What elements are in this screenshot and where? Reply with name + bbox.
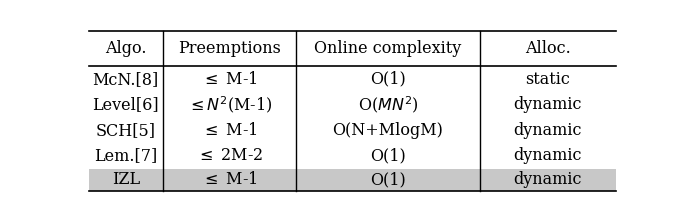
Text: Preemptions: Preemptions <box>178 40 281 57</box>
Text: dynamic: dynamic <box>513 122 582 139</box>
Text: O(1): O(1) <box>370 171 406 188</box>
Text: O(1): O(1) <box>370 71 406 88</box>
Text: $\leq$ M-1: $\leq$ M-1 <box>201 71 258 88</box>
Text: Alloc.: Alloc. <box>525 40 571 57</box>
Text: dynamic: dynamic <box>513 147 582 164</box>
Text: O($MN^2$): O($MN^2$) <box>358 94 418 115</box>
Text: $\leq$ M-1: $\leq$ M-1 <box>201 122 258 139</box>
Text: static: static <box>526 71 570 88</box>
Text: dynamic: dynamic <box>513 171 582 188</box>
Text: McN.[8]: McN.[8] <box>93 71 159 88</box>
Text: dynamic: dynamic <box>513 96 582 113</box>
Text: $\leq$ M-1: $\leq$ M-1 <box>201 171 258 188</box>
Bar <box>89 169 616 191</box>
Text: Online complexity: Online complexity <box>315 40 462 57</box>
Text: IZL: IZL <box>112 171 140 188</box>
Text: Level[6]: Level[6] <box>93 96 159 113</box>
Text: SCH[5]: SCH[5] <box>95 122 156 139</box>
Text: $\leq$ 2M-2: $\leq$ 2M-2 <box>196 147 263 164</box>
Text: O(1): O(1) <box>370 147 406 164</box>
Text: Lem.[7]: Lem.[7] <box>94 147 157 164</box>
Text: Algo.: Algo. <box>105 40 146 57</box>
Text: $\leq N^2$(M-1): $\leq N^2$(M-1) <box>187 94 273 115</box>
Text: O(N+MlogM): O(N+MlogM) <box>333 122 444 139</box>
